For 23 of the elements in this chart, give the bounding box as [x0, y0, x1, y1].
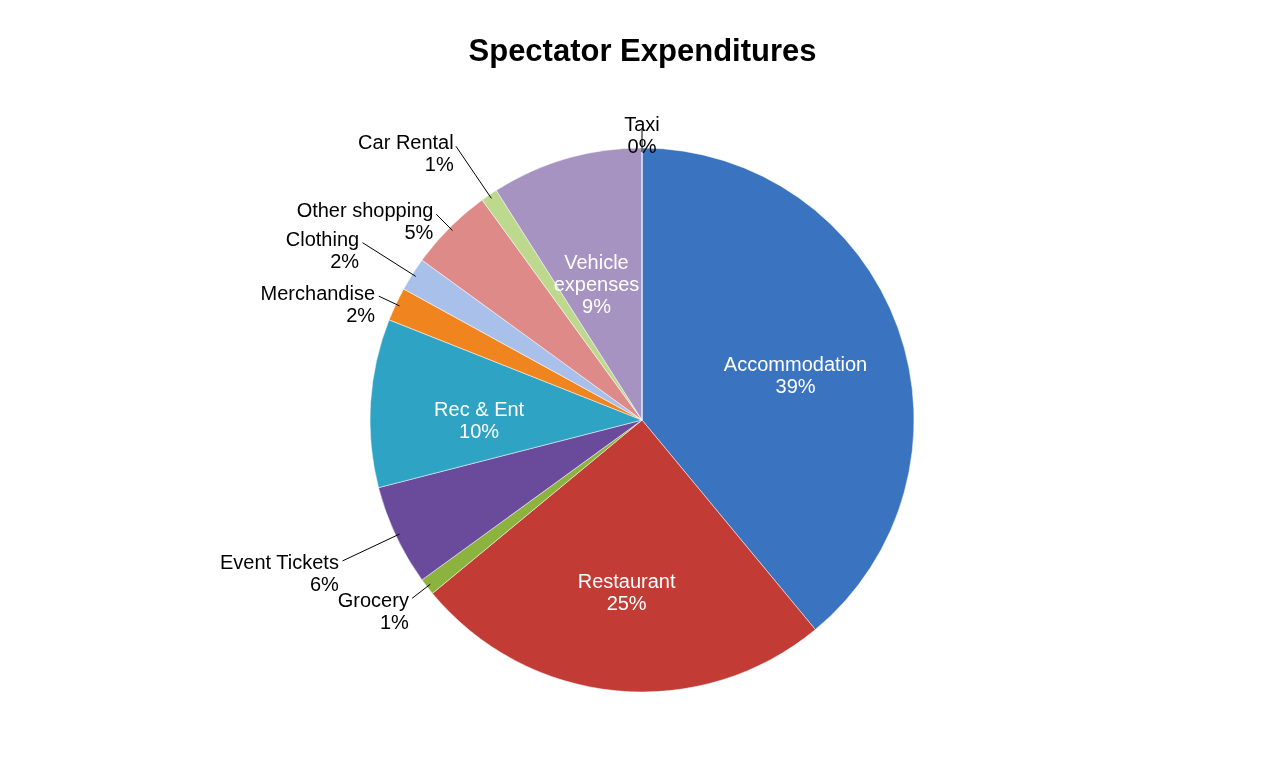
category-label: Taxi — [624, 113, 660, 135]
data-label: 5% — [404, 221, 434, 244]
data-label: 1% — [380, 610, 410, 633]
slice-label: Merchandise — [260, 282, 376, 305]
slice-label: Event Tickets — [219, 550, 339, 573]
data-label: 9% — [582, 295, 612, 318]
slice-label: Accommodation — [723, 352, 868, 375]
data-label: 10% — [459, 419, 500, 442]
text: 0% — [627, 135, 657, 157]
slice-label: Other shopping — [296, 199, 434, 222]
data-label: 2% — [346, 304, 376, 327]
data-label: 6% — [309, 572, 340, 595]
chart-title: Spectator Expenditures — [468, 33, 817, 68]
slice-label: Rec & Ent — [434, 397, 525, 420]
data-label: 39% — [775, 374, 816, 397]
data-label: 1% — [424, 152, 454, 175]
slice-label: Grocery — [337, 588, 409, 611]
slice-label: Car Rental — [358, 130, 454, 153]
data-label: 2% — [330, 250, 360, 273]
slice-label: Restaurant — [577, 570, 676, 593]
slice-label: Clothing — [285, 228, 360, 251]
slice-label: Vehicle expenses — [553, 251, 640, 296]
data-label: 25% — [606, 592, 647, 615]
